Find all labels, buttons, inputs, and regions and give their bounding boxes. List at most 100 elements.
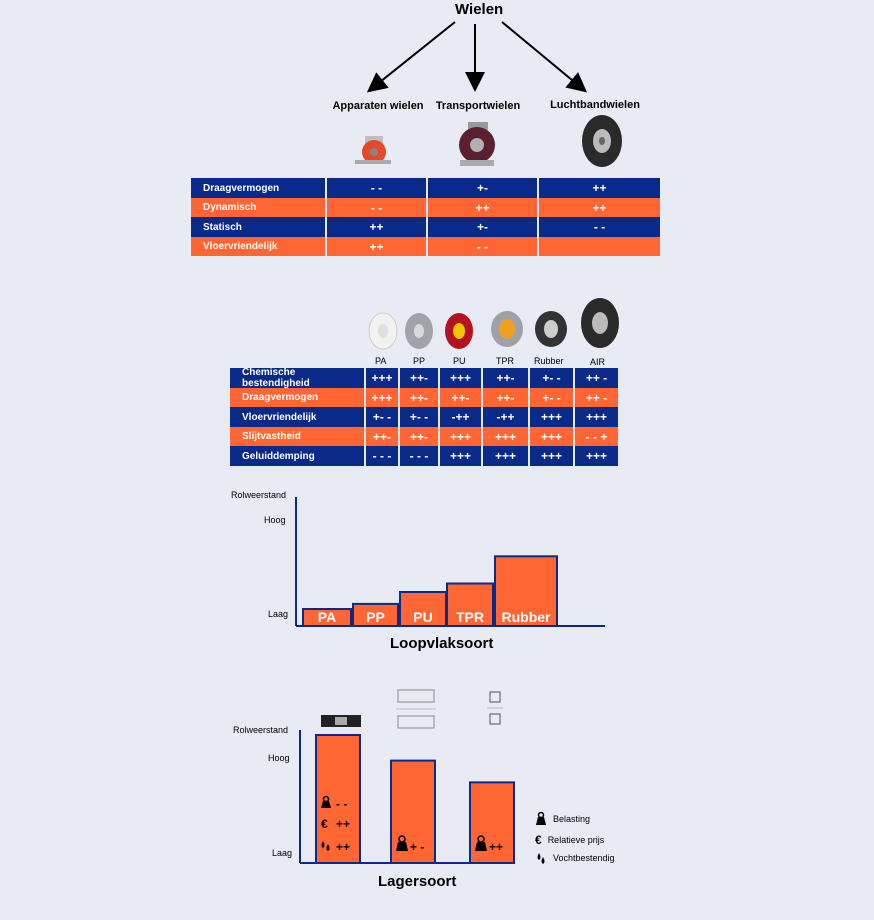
pa-wheel-icon [368,312,398,350]
material-value-cell: ++- [398,388,438,407]
high-label: Hoog [268,753,290,763]
wielen-arrows [366,21,588,93]
material-value-cell: +- - [398,407,438,427]
bearing-1-icon [321,715,361,727]
bar-label: PA [318,609,336,625]
material-row-label: Slijtvastheid [230,427,364,446]
annotation-value: ++ [336,817,350,831]
tpr-wheel-icon [491,311,523,347]
air-wheel-icon [581,298,619,348]
material-value-cell: +++ [528,446,573,466]
material-row-label: Draagvermogen [230,388,364,407]
low-label: Laag [272,848,292,858]
legend-belasting: Belasting [535,812,615,826]
wielen-value-cell: - - [537,217,660,237]
bearing-3-icon [487,691,503,725]
bar-pa [302,608,352,627]
mat-air: AIR [590,357,606,367]
annotation-1: € [321,817,328,831]
material-value-cell: -++ [438,407,481,427]
weight-icon [396,842,408,851]
wielen-value-cell: ++ [426,198,537,217]
material-value-cell: - - + [573,427,618,446]
material-value-cell: ++- [438,388,481,407]
wielen-value-cell: ++ [537,178,660,198]
material-value-cell: -++ [481,407,528,427]
arrow-left [366,21,456,93]
bar-label: PU [413,609,432,625]
legend-vocht-label: Vochtbestendig [553,853,615,863]
legend-prijs-label: Relatieve prijs [547,835,605,845]
loopvlak-chart: Rolweerstand Hoog Laag Loopvlaksoort PA PP PU T… [231,490,605,652]
xlabel: Lagersoort [378,873,456,890]
material-value-cell: - - - [364,446,398,466]
xlabel: Loopvlaksoort [390,635,493,652]
material-value-cell: +++ [438,368,481,388]
legend: Belasting € Relatieve prijs Vochtbestend… [535,812,615,865]
material-value-cell: ++- [481,368,528,388]
material-value-cell: +++ [438,427,481,446]
material-value-cell: +- - [364,407,398,427]
material-row-label: Geluiddemping [230,446,364,466]
wielen-value-cell: ++ [537,198,660,217]
material-value-cell: +++ [573,446,618,466]
ylabel: Rolweerstand [231,490,286,500]
material-value-cell: +++ [438,446,481,466]
material-value-cell: ++ - [573,388,618,407]
material-value-cell: +- - [528,388,573,407]
material-value-cell: +++ [481,427,528,446]
mat-pp: PP [413,356,426,366]
material-value-cell: +++ [528,407,573,427]
material-value-cell: ++- [481,388,528,407]
wielen-value-cell: +- [426,178,537,198]
material-value-cell: +++ [528,427,573,446]
material-value-cell: +++ [364,388,398,407]
material-value-cell: ++- [364,427,398,446]
euro-icon: € [321,817,328,831]
material-value-cell: ++ - [573,368,618,388]
mat-rubber: Rubber [534,356,564,366]
material-value-cell: ++- [398,427,438,446]
wielen-value-cell [537,237,660,256]
type-transport: Transportwielen [435,100,521,112]
annotation-value: - - [336,797,347,811]
wielen-table: Draagvermogen - - +- ++ Dynamisch - - ++ ++ Stat… [191,178,660,256]
apparaten-wheel-icon [355,136,391,164]
transport-wheel-icon [459,122,495,166]
annotation-value: + - [410,840,424,854]
wielen-value-cell: ++ [325,217,426,237]
mat-pa: PA [375,356,387,366]
wielen-row-label: Dynamisch [191,198,325,217]
bar-label: PP [366,609,385,625]
bar-label: TPR [456,609,484,625]
mat-pu: PU [453,356,466,366]
wielen-row-label: Statisch [191,217,325,237]
material-row-label: Chemische bestendigheid [230,367,364,389]
low-label: Laag [268,609,288,619]
type-apparaten: Apparaten wielen [332,100,424,112]
luchtband-wheel-icon [582,115,622,167]
lager-chart: Rolweerstand Hoog Laag Lagersoort - - € ++ ++ + … [233,725,515,890]
wielen-title: Wielen [455,1,504,18]
arrow-right [501,21,588,93]
wielen-value-cell: +- [426,217,537,237]
annotation-0 [321,795,331,808]
bar-pu [399,591,447,627]
legend-vocht: Vochtbestendig [535,851,615,865]
wielen-value-cell: - - [426,237,537,256]
wielen-value-cell: - - [325,198,426,217]
high-label: Hoog [264,515,286,525]
mat-tpr: TPR [496,356,514,366]
wielen-value-cell: - - [325,178,426,198]
pp-wheel-icon [405,313,433,349]
bar-pp [352,602,399,628]
wielen-row-label: Draagvermogen [191,178,325,198]
wielen-row-label: Vloervriendelijk [191,237,325,256]
material-value-cell: +- - [528,368,573,388]
material-value-cell: +++ [364,368,398,388]
weight-icon [475,842,487,851]
annotation-value: ++ [489,840,503,854]
wielen-value-cell: ++ [325,237,426,256]
weight-icon [536,812,546,825]
legend-prijs: € Relatieve prijs [535,833,615,847]
